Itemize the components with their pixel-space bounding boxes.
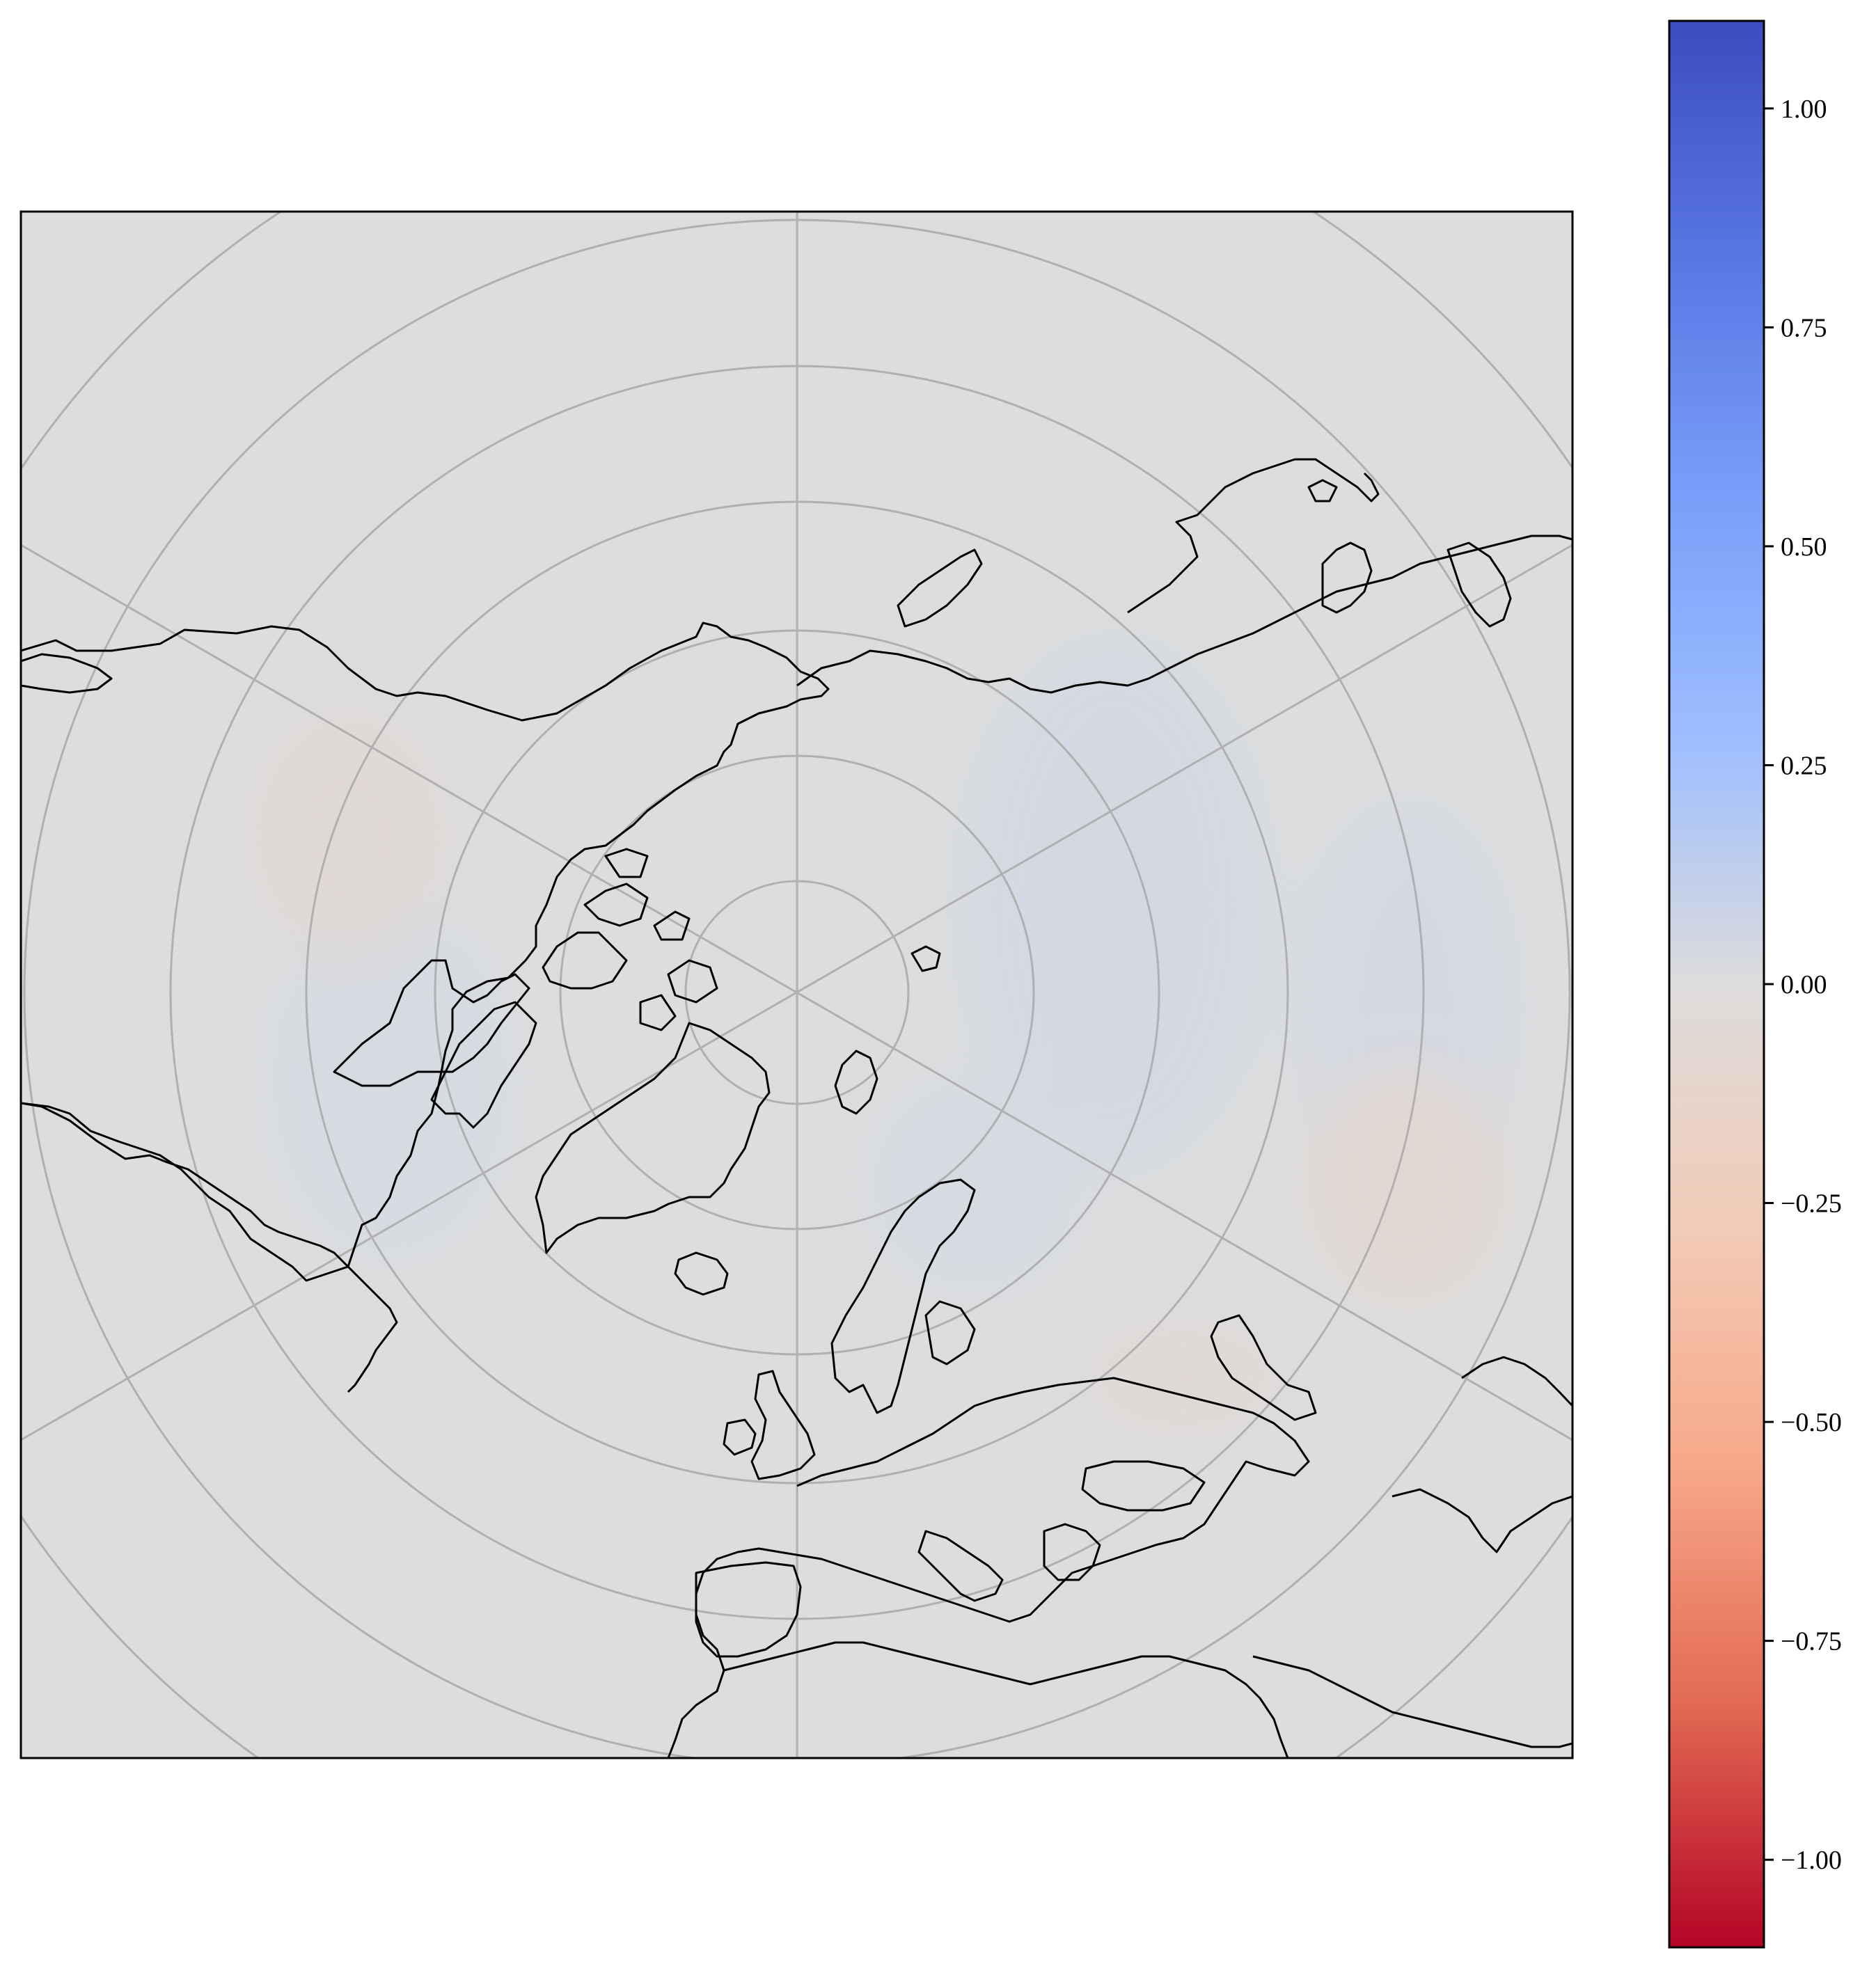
coastline-scandinavia <box>830 1178 976 1414</box>
coastline-north-america <box>21 622 830 1282</box>
colorbar-tick-label: −0.75 <box>1781 1627 1842 1656</box>
coastline-archipelago <box>639 994 677 1031</box>
coastline-persian-gulf <box>1392 1488 1572 1553</box>
anomaly-patch <box>265 898 515 1260</box>
gridlines <box>21 212 1572 1758</box>
coastline-kamchatka <box>1321 541 1373 614</box>
coastline-caspian <box>1210 1314 1317 1421</box>
coastline-archipelago <box>653 910 691 941</box>
coastline-ireland <box>723 1418 757 1456</box>
coastline-archipelago <box>583 882 649 927</box>
colorbar-tick-label: 0.50 <box>1781 532 1827 562</box>
colorbar-gradient <box>1668 19 1765 1949</box>
anomaly-patch <box>863 1072 1086 1295</box>
coastline-franz-josef <box>911 945 941 972</box>
coastline-japan-kuril <box>1447 541 1512 628</box>
colorbar-tick-label: 1.00 <box>1781 95 1827 124</box>
coastline-great-britain <box>750 1370 816 1480</box>
map-panel <box>19 210 1574 1759</box>
anomaly-patch <box>251 710 446 960</box>
colorbar-tick-label: 0.00 <box>1781 970 1827 999</box>
meridian-line <box>21 544 1572 1441</box>
coastline-hudson <box>430 1001 537 1129</box>
coastline-alaska <box>21 1102 398 1393</box>
anomaly-patch <box>961 640 1267 1169</box>
coastline-north-africa <box>723 1641 1289 1758</box>
colorbar: 1.00 0.75 0.50 0.25 0.00 −0.25 −0.50 −0.75 −1.00 <box>1668 19 1842 1949</box>
coastline-balkans <box>1043 1523 1101 1581</box>
colorbar-tick-label: 0.75 <box>1781 313 1827 342</box>
coastline-greenland <box>535 1022 771 1254</box>
coastline-finland <box>924 1300 976 1366</box>
coastline-archipelago <box>604 848 649 878</box>
colorbar-ticks: 1.00 0.75 0.50 0.25 0.00 −0.25 −0.50 −0.75 −1.00 <box>1764 95 1842 1875</box>
colorbar-tick-label: 0.25 <box>1781 751 1827 780</box>
coastline-arctic-islands <box>1307 479 1338 502</box>
coastline-middle-east <box>1252 1655 1572 1748</box>
map-frame <box>19 210 1574 1759</box>
coastline-siberia <box>796 535 1572 694</box>
coastline-south-asia <box>1461 1356 1572 1407</box>
coastline-novaya-zemlya <box>897 548 983 628</box>
colorbar-tick-label: −0.50 <box>1781 1408 1842 1437</box>
coastline-italy <box>917 1530 1004 1602</box>
anomaly-patch <box>1086 1322 1281 1434</box>
anomaly-patch <box>1309 1065 1504 1301</box>
colorbar-tick-label: −0.25 <box>1781 1189 1842 1219</box>
coastline-baffin <box>333 959 530 1087</box>
coastline-svalbard <box>834 1050 878 1115</box>
coastlines <box>21 458 1572 1758</box>
colorbar-tick-label: −1.00 <box>1781 1846 1842 1875</box>
coastline-archipelago <box>667 959 718 1004</box>
coastline-iberia <box>695 1561 802 1658</box>
coastline-iceland <box>674 1251 729 1296</box>
coastline-taymyr <box>1127 458 1380 614</box>
coastline-archipelago <box>542 931 628 990</box>
anomaly-field <box>251 640 1518 1434</box>
coastline-chukotka <box>21 653 113 694</box>
coastline-black-sea <box>1081 1460 1206 1512</box>
